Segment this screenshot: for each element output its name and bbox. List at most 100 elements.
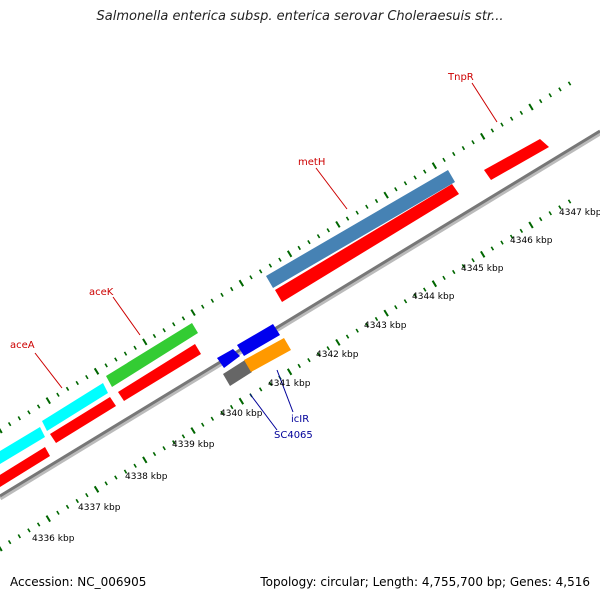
feature-metH[interactable] (266, 170, 455, 288)
minor-tick (65, 504, 70, 510)
ruler-label: 4339 kbp (172, 440, 215, 450)
cds-aceK[interactable] (118, 344, 201, 401)
major-tick (142, 338, 148, 346)
minor-tick (258, 269, 263, 274)
major-tick (93, 485, 100, 493)
gene-label-aceA[interactable]: aceA (10, 340, 35, 351)
major-tick (93, 367, 100, 375)
ruler-label: 4338 kbp (125, 472, 168, 482)
minor-tick (461, 145, 466, 151)
major-tick (142, 456, 148, 464)
gene-label-metH[interactable]: metH (298, 157, 325, 168)
minor-tick (471, 140, 475, 145)
minor-tick (538, 98, 543, 104)
major-tick (383, 309, 389, 317)
cds-aceA-b[interactable] (50, 397, 116, 443)
ruler-label: 4341 kbp (268, 379, 311, 389)
ruler-label: 4342 kbp (316, 350, 359, 360)
minor-tick (355, 328, 359, 333)
minor-tick (75, 498, 79, 504)
minor-tick (210, 416, 215, 421)
minor-tick (7, 539, 12, 545)
gene-label-icIR[interactable]: icIR (291, 414, 309, 425)
minor-tick (538, 216, 543, 222)
major-tick (286, 250, 293, 258)
major-tick (0, 546, 3, 552)
minor-tick (65, 386, 70, 392)
minor-tick (316, 234, 321, 239)
major-tick (431, 162, 438, 170)
major-tick (480, 250, 486, 258)
ruler-label: 4345 kbp (461, 264, 504, 274)
ruler-label: 4346 kbp (510, 236, 553, 246)
gene-label-TnpR[interactable]: TnpR (447, 72, 474, 83)
feature-aceK[interactable] (106, 323, 198, 387)
minor-tick (258, 387, 263, 392)
minor-tick (17, 416, 21, 421)
minor-tick (365, 322, 369, 327)
feature-blue-1[interactable] (217, 349, 240, 368)
minor-tick (509, 116, 514, 121)
minor-tick (423, 169, 427, 174)
minor-tick (442, 157, 446, 163)
minor-tick (316, 352, 321, 357)
minor-tick (490, 246, 495, 251)
major-tick (286, 368, 293, 376)
minor-tick (152, 333, 157, 339)
minor-tick (403, 181, 408, 186)
minor-tick (326, 346, 330, 351)
major-tick (238, 279, 245, 287)
minor-tick (268, 381, 273, 386)
minor-tick (123, 469, 128, 474)
minor-tick (114, 357, 118, 362)
minor-tick (374, 316, 379, 322)
gene-label-SC4065[interactable]: SC4065 (274, 430, 313, 441)
minor-tick (201, 304, 205, 309)
minor-tick (403, 299, 408, 304)
summary-text: Topology: circular; Length: 4,755,700 bp… (260, 575, 590, 589)
minor-tick (297, 363, 301, 369)
gene-label-aceK[interactable]: aceK (89, 287, 114, 298)
cds-aceA[interactable] (0, 447, 50, 487)
major-tick (190, 427, 196, 435)
cds-metH[interactable] (275, 184, 459, 302)
ruler-labels: 4336 kbp 4337 kbp 4338 kbp 4339 kbp 4340… (32, 208, 600, 544)
minor-tick (75, 380, 79, 386)
feature-gray[interactable] (223, 360, 252, 386)
minor-tick (36, 404, 41, 409)
feature-orange[interactable] (244, 338, 291, 372)
minor-tick (181, 316, 186, 321)
major-tick (431, 280, 438, 288)
minor-tick (27, 410, 31, 415)
backbone-shadow (0, 130, 600, 501)
minor-tick (297, 245, 301, 251)
minor-tick (307, 357, 311, 363)
minor-tick (461, 263, 466, 269)
label-connectors (34, 82, 498, 431)
minor-tick (413, 175, 417, 180)
minor-tick (355, 210, 359, 215)
minor-tick (490, 128, 495, 133)
feature-blue-2[interactable] (237, 324, 280, 356)
minor-tick (558, 205, 562, 210)
feature-cyan-1[interactable] (0, 427, 45, 464)
accession-text: Accession: NC_006905 (10, 575, 147, 589)
minor-tick (413, 293, 417, 298)
minor-tick (220, 410, 224, 416)
major-tick (190, 309, 196, 317)
feature-cyan-2[interactable] (42, 383, 108, 431)
minor-tick (268, 263, 273, 268)
minor-tick (452, 151, 456, 157)
major-tick (335, 220, 341, 228)
minor-tick (104, 363, 108, 368)
minor-tick (152, 451, 157, 457)
ruler-label: 4336 kbp (32, 534, 75, 544)
minor-tick (567, 81, 572, 86)
major-tick (335, 338, 341, 346)
cds-TnpR[interactable] (484, 139, 549, 180)
minor-tick (365, 204, 369, 209)
minor-tick (85, 492, 89, 498)
minor-tick (56, 392, 60, 397)
